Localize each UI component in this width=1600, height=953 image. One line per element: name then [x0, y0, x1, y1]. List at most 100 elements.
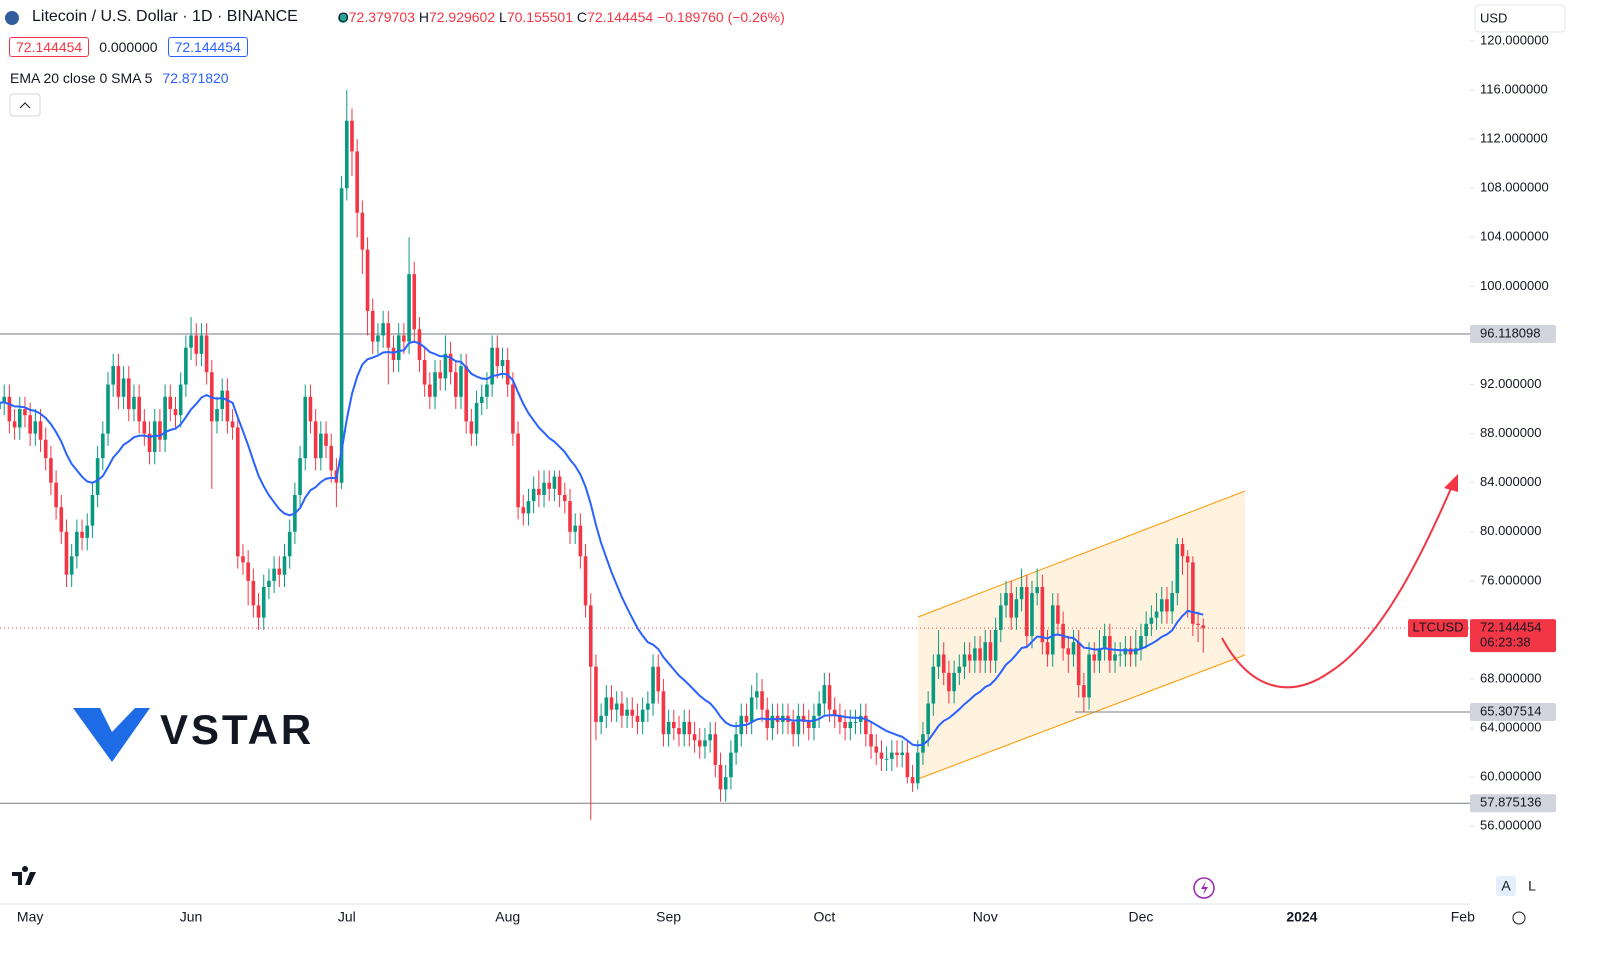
candle-body — [261, 586, 266, 618]
candle-body — [900, 752, 905, 756]
candle-body — [770, 715, 775, 729]
candle-body — [194, 335, 199, 354]
candle-body — [1066, 648, 1071, 655]
candle-body — [973, 648, 977, 661]
candle-body — [983, 642, 988, 661]
candle-body — [215, 409, 219, 422]
candle-body — [7, 396, 12, 422]
candle-body — [1076, 642, 1081, 686]
candle-body — [672, 721, 676, 729]
candle-body — [28, 415, 32, 434]
candle-body — [277, 568, 282, 575]
candle-body — [189, 335, 193, 348]
candle-body — [1004, 593, 1008, 606]
candle-body — [121, 378, 126, 397]
candle-body — [1102, 636, 1107, 649]
candle-body — [505, 359, 510, 385]
settings-icon[interactable] — [1512, 911, 1526, 925]
candle-body — [495, 347, 500, 367]
collapse-button[interactable] — [9, 93, 41, 117]
ohlc: O72.379703 H72.929602 L70.155501 C72.144… — [338, 9, 785, 25]
candle-body — [500, 359, 505, 367]
candle-body — [132, 396, 136, 410]
candle-body — [832, 709, 837, 716]
candle-body — [246, 562, 250, 581]
candle-body — [890, 752, 894, 759]
candle-body — [723, 777, 728, 790]
alert-bolt — [1201, 881, 1208, 895]
candle-body — [734, 734, 738, 753]
candle-body — [661, 691, 666, 735]
candle-body — [308, 396, 313, 422]
candle-body — [412, 274, 417, 330]
x-tick-label: Feb — [1451, 909, 1475, 925]
candle-body — [1113, 654, 1117, 661]
x-tick-label: Jul — [338, 909, 356, 925]
candle-body — [344, 120, 349, 189]
y-tick-label: 60.000000 — [1480, 769, 1541, 784]
channel-top — [917, 490, 1246, 618]
candle-body — [568, 501, 572, 532]
candle-body — [158, 421, 162, 440]
tv-logo — [12, 866, 36, 885]
candle-body — [287, 531, 292, 557]
currency-select[interactable] — [1474, 4, 1566, 33]
x-tick-label: Aug — [495, 909, 520, 925]
candle-body — [1040, 586, 1045, 643]
candle-body — [391, 347, 396, 360]
ohlc-value: 72.379703 — [348, 9, 415, 25]
candle-body — [941, 654, 946, 673]
logo-text: VSTAR — [160, 706, 314, 753]
candle-body — [858, 715, 863, 722]
y-tick-label: 92.000000 — [1480, 376, 1541, 391]
candle-body — [49, 458, 53, 483]
candle-body — [640, 709, 645, 722]
candle-body — [993, 629, 998, 661]
candle-body — [516, 433, 520, 508]
candle-body — [812, 715, 816, 729]
y-tick-label: 68.000000 — [1480, 670, 1541, 685]
candle-body — [537, 488, 541, 495]
candle-body — [677, 728, 681, 735]
candle-body — [630, 709, 635, 716]
x-tick-label: Nov — [973, 909, 998, 925]
bid-box: 72.144454 — [9, 37, 90, 57]
candle-body — [1196, 623, 1200, 626]
candle-body — [656, 666, 661, 692]
candle-body — [267, 580, 271, 587]
level-box — [1470, 324, 1556, 343]
candle-body — [365, 249, 370, 311]
scale-button[interactable] — [1496, 876, 1516, 896]
channel-fill — [918, 491, 1245, 779]
candle-body — [594, 666, 598, 722]
candle-body — [1087, 654, 1091, 698]
candle-body — [376, 335, 380, 342]
candle-body — [1159, 599, 1164, 612]
y-tick-label: 76.000000 — [1480, 572, 1541, 587]
candle-body — [438, 372, 443, 379]
candle-body — [1082, 685, 1086, 698]
x-tick-label: May — [17, 909, 43, 925]
candle-body — [1149, 617, 1154, 624]
candle-body — [729, 752, 733, 778]
candle-body — [999, 605, 1003, 630]
candle-body — [708, 734, 712, 741]
candle-body — [848, 721, 853, 729]
symbol-box — [1408, 619, 1468, 638]
candle-body — [184, 347, 188, 385]
candle-body — [573, 525, 577, 532]
scale-button[interactable] — [1522, 876, 1542, 896]
candle-body — [947, 672, 951, 692]
indicator-row: EMA 20 close 0 SMA 5 72.871820 — [10, 70, 229, 86]
candle-body — [1035, 586, 1039, 594]
candle-body — [428, 384, 432, 397]
y-tick-label: 56.000000 — [1480, 818, 1541, 833]
alert-icon[interactable] — [1193, 877, 1215, 899]
candle-body — [806, 721, 811, 729]
candle-body — [485, 384, 489, 397]
arrow-head — [1444, 474, 1458, 492]
candle-body — [453, 372, 458, 397]
candle-body — [90, 494, 95, 526]
x-tick-label: 2024 — [1286, 909, 1317, 925]
